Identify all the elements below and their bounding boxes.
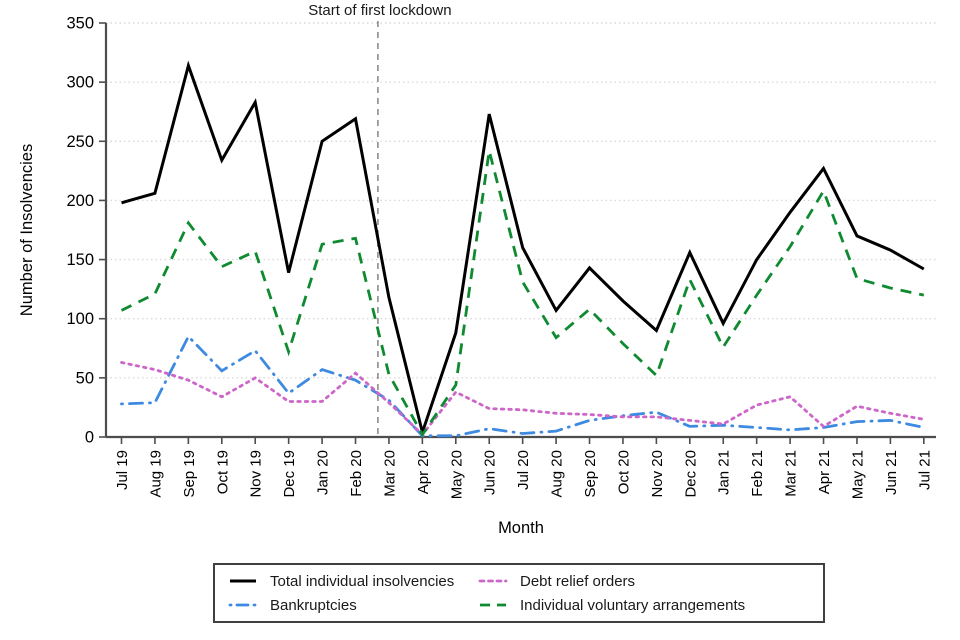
x-tick-label: Jun 20 (482, 450, 499, 495)
y-tick-label: 350 (66, 15, 94, 33)
legend-label-debt-relief-orders: Debt relief orders (520, 572, 636, 590)
y-tick-label: 300 (66, 74, 94, 92)
lockdown-annotation-label: Start of first lockdown (308, 2, 451, 19)
legend-item-bankruptcies: Bankruptcies (228, 597, 478, 614)
legend-key-bankruptcies-line (228, 603, 258, 607)
x-tick-label: Dec 20 (682, 450, 699, 498)
x-tick-label: Jul 20 (515, 450, 532, 490)
x-tick-label: Aug 20 (549, 450, 566, 498)
x-tick-label: Jun 21 (883, 450, 900, 495)
legend-key-iva-line (480, 603, 506, 607)
x-tick-label: May 21 (849, 450, 866, 499)
x-tick-label: Oct 19 (214, 450, 231, 494)
x-tick-label: Dec 19 (281, 450, 298, 498)
y-tick-label: 150 (66, 251, 94, 269)
x-tick-label: Nov 20 (649, 450, 666, 498)
series-line-bankruptcies (120, 334, 926, 438)
legend-label-bankruptcies: Bankruptcies (270, 596, 357, 614)
x-tick-label: Apr 20 (415, 450, 432, 494)
legend-label-total: Total individual insolvencies (270, 572, 455, 590)
legend-item-individual-voluntary-arrangements: Individual voluntary arrangements (478, 597, 823, 614)
series-line-individual-voluntary-arrangements (120, 150, 925, 438)
x-tick-label: Jan 21 (716, 450, 733, 495)
legend-item-debt-relief-orders: Debt relief orders (478, 573, 823, 590)
y-tick-label: 0 (85, 429, 94, 447)
x-tick-label: Sep 19 (181, 450, 198, 498)
series-line-debt-relief-orders (120, 361, 926, 437)
chart-legend: Total individual insolvencies Bankruptci… (213, 563, 825, 623)
x-tick-label: Apr 21 (816, 450, 833, 494)
legend-label-iva: Individual voluntary arrangements (520, 596, 746, 614)
x-tick-label: May 20 (448, 450, 465, 499)
x-tick-label: Jul 21 (916, 450, 933, 490)
legend-item-total-individual-insolvencies: Total individual insolvencies (228, 573, 478, 590)
x-tick-label: Feb 21 (749, 450, 766, 497)
x-tick-label: Sep 20 (582, 450, 599, 498)
x-tick-label: Mar 21 (783, 450, 800, 497)
y-axis-title: Number of Insolvencies (18, 144, 36, 316)
legend-key-total-line (230, 579, 256, 583)
x-tick-label: Oct 20 (615, 450, 632, 494)
y-tick-label: 200 (66, 192, 94, 210)
y-tick-label: 250 (66, 133, 94, 151)
y-tick-label: 100 (66, 310, 94, 328)
x-tick-label: Nov 19 (248, 450, 265, 498)
legend-key-debt-relief-orders-line (478, 579, 508, 583)
x-tick-label: Feb 20 (348, 450, 365, 497)
x-tick-label: Aug 19 (147, 450, 164, 498)
series-line-total-individual-insolvencies (121, 60, 925, 438)
x-axis-title: Month (498, 519, 544, 537)
x-tick-label: Jul 19 (114, 450, 131, 490)
x-tick-label: Mar 20 (381, 450, 398, 497)
y-tick-label: 50 (76, 369, 94, 387)
x-tick-label: Jan 20 (315, 450, 332, 495)
